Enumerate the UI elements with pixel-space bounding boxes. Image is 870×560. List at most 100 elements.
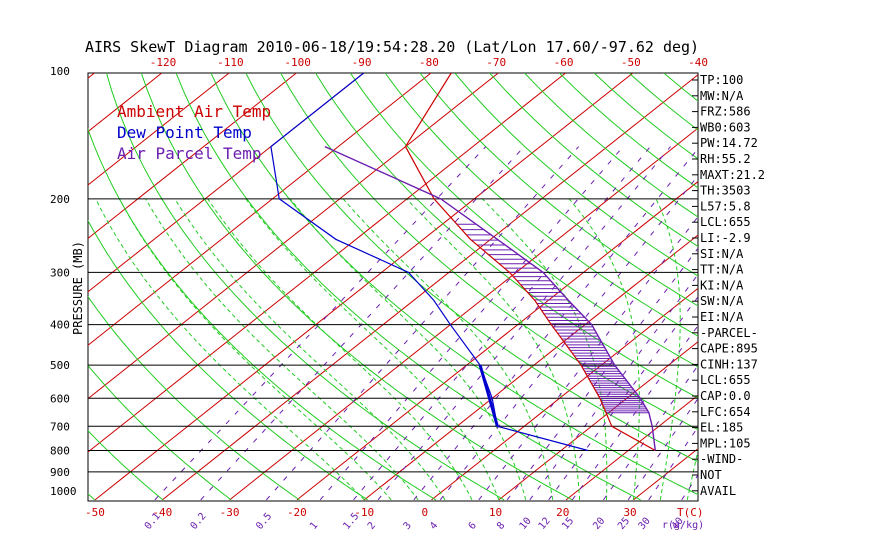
- top-temp-tick-label: -90: [352, 56, 372, 69]
- ambient-temp-line: [404, 73, 656, 452]
- mixing-ratio-line: [648, 426, 698, 501]
- isotherm-line: [431, 287, 698, 501]
- bottom-temp-tick-label: 0: [422, 506, 429, 519]
- top-temp-tick-label: -110: [217, 56, 244, 69]
- moist-adiabat-line: [568, 198, 640, 500]
- bottom-temp-tick-label: -40: [152, 506, 172, 519]
- dry-adiabat-line: [524, 73, 698, 218]
- dry-adiabat-line: [88, 295, 300, 501]
- plot-frame: [87, 72, 699, 502]
- moist-adiabat-line: [119, 198, 392, 501]
- isotherm-line: [229, 127, 698, 501]
- stat-label: -PARCEL-: [700, 326, 758, 340]
- isotherm-line: [363, 234, 698, 501]
- moist-adiabat-line: [145, 198, 419, 501]
- bottom-temp-tick-label: -30: [220, 506, 240, 519]
- bottom-temp-tick-label: 10: [489, 506, 502, 519]
- top-temp-tick-label: -80: [419, 56, 439, 69]
- stat-label: MW:N/A: [700, 89, 744, 103]
- dry-adiabat-line: [88, 219, 368, 501]
- pressure-tick-label: 100: [50, 65, 70, 78]
- mixing-ratio-line: [439, 174, 698, 501]
- pressure-tick-label: 900: [50, 466, 70, 479]
- mixing-ratio-line: [154, 146, 487, 501]
- mixing-ratio-label: 4: [428, 520, 440, 532]
- isotherm-line: [835, 73, 870, 500]
- dry-adiabat-line: [454, 73, 698, 277]
- top-temp-tick-label: -40: [688, 56, 708, 69]
- pressure-tick-label: 200: [50, 193, 70, 206]
- mixing-ratio-label: 8: [495, 520, 507, 532]
- stat-label: EL:185: [700, 421, 743, 435]
- stat-label: CAPE:895: [700, 342, 758, 356]
- moist-adiabat-line: [342, 198, 554, 501]
- bottom-temp-tick-label: 20: [556, 506, 569, 519]
- dry-adiabat-line: [245, 73, 698, 463]
- moist-adiabat-line: [95, 198, 365, 501]
- legend-entry: Dew Point Temp: [117, 123, 252, 142]
- stat-label: SW:N/A: [700, 294, 744, 308]
- moist-adiabat-line: [482, 198, 608, 500]
- moist-adiabat-line: [655, 198, 681, 500]
- pressure-tick-label: 500: [50, 359, 70, 372]
- mixing-ratio-label: 0.5: [254, 511, 274, 532]
- isotherm-line: [88, 73, 297, 240]
- stat-label: MAXT:21.2: [700, 168, 765, 182]
- pressure-tick-label: 300: [50, 266, 70, 279]
- isotherm-line: [88, 73, 499, 400]
- dry-adiabat-line: [663, 73, 698, 102]
- stat-label: EI:N/A: [700, 310, 744, 324]
- dry-adiabat-line: [419, 73, 698, 307]
- mixing-ratio-line: [506, 247, 698, 501]
- stat-label: MPL:105: [700, 436, 751, 450]
- dry-adiabat-line: [489, 73, 698, 248]
- dry-adiabat-line: [210, 73, 698, 496]
- pressure-tick-label: 400: [50, 319, 70, 332]
- dry-adiabat-line: [384, 73, 698, 337]
- stat-label: LI:-2.9: [700, 231, 751, 245]
- moist-adiabat-line: [289, 198, 527, 501]
- top-temp-tick-label: -70: [486, 56, 506, 69]
- legend-entry: Ambient Air Temp: [117, 102, 271, 121]
- stat-label: -WIND-: [700, 452, 743, 466]
- mixing-ratio-line: [478, 215, 698, 501]
- dry-adiabat-line: [280, 73, 698, 431]
- bottom-temp-tick-label: -50: [85, 506, 105, 519]
- mixing-ratio-label: 20: [591, 516, 607, 532]
- mixing-ratio-label: 12: [537, 516, 553, 532]
- dry-adiabat-line: [106, 73, 505, 501]
- isotherm-line: [88, 73, 432, 346]
- mixing-ratio-label: 2: [366, 520, 378, 532]
- mixing-ratio-line: [200, 146, 525, 501]
- isotherm-line: [162, 74, 698, 501]
- stat-label: LFC:654: [700, 405, 751, 419]
- mixing-ratio-line: [413, 147, 698, 501]
- dry-adiabat-line: [315, 73, 698, 399]
- chart-title: AIRS SkewT Diagram 2010-06-18/19:54:28.2…: [85, 38, 699, 56]
- moist-adiabat-line: [207, 198, 473, 501]
- moist-adiabat-line: [174, 198, 446, 501]
- bottom-temp-tick-label: -20: [287, 506, 307, 519]
- mixing-ratio-label: 1: [308, 520, 320, 532]
- isotherm-line: [498, 341, 698, 501]
- top-temp-tick-label: -60: [554, 56, 574, 69]
- isotherm-line: [88, 73, 230, 186]
- dewpoint-surface-segment: [478, 364, 499, 427]
- stat-label: FRZ:586: [700, 105, 751, 119]
- stat-label: L57:5.8: [700, 199, 751, 213]
- mixing-ratio-label: 0.2: [189, 511, 209, 532]
- pressure-tick-label: 700: [50, 420, 70, 433]
- isotherm-line: [88, 73, 566, 453]
- stat-label: PW:14.72: [700, 136, 758, 150]
- stat-label: WB0:603: [700, 120, 751, 134]
- mixing-ratio-line: [265, 146, 580, 501]
- mixing-ratio-label: 6: [467, 520, 479, 532]
- parcel-temp-line: [324, 145, 656, 451]
- mixing-ratio-label: 30: [637, 516, 653, 532]
- bottom-temp-tick-label: -10: [354, 506, 374, 519]
- stat-label: TP:100: [700, 73, 743, 87]
- isotherm-line: [768, 73, 870, 500]
- stat-label: LCL:655: [700, 215, 751, 229]
- stat-label: SI:N/A: [700, 247, 744, 261]
